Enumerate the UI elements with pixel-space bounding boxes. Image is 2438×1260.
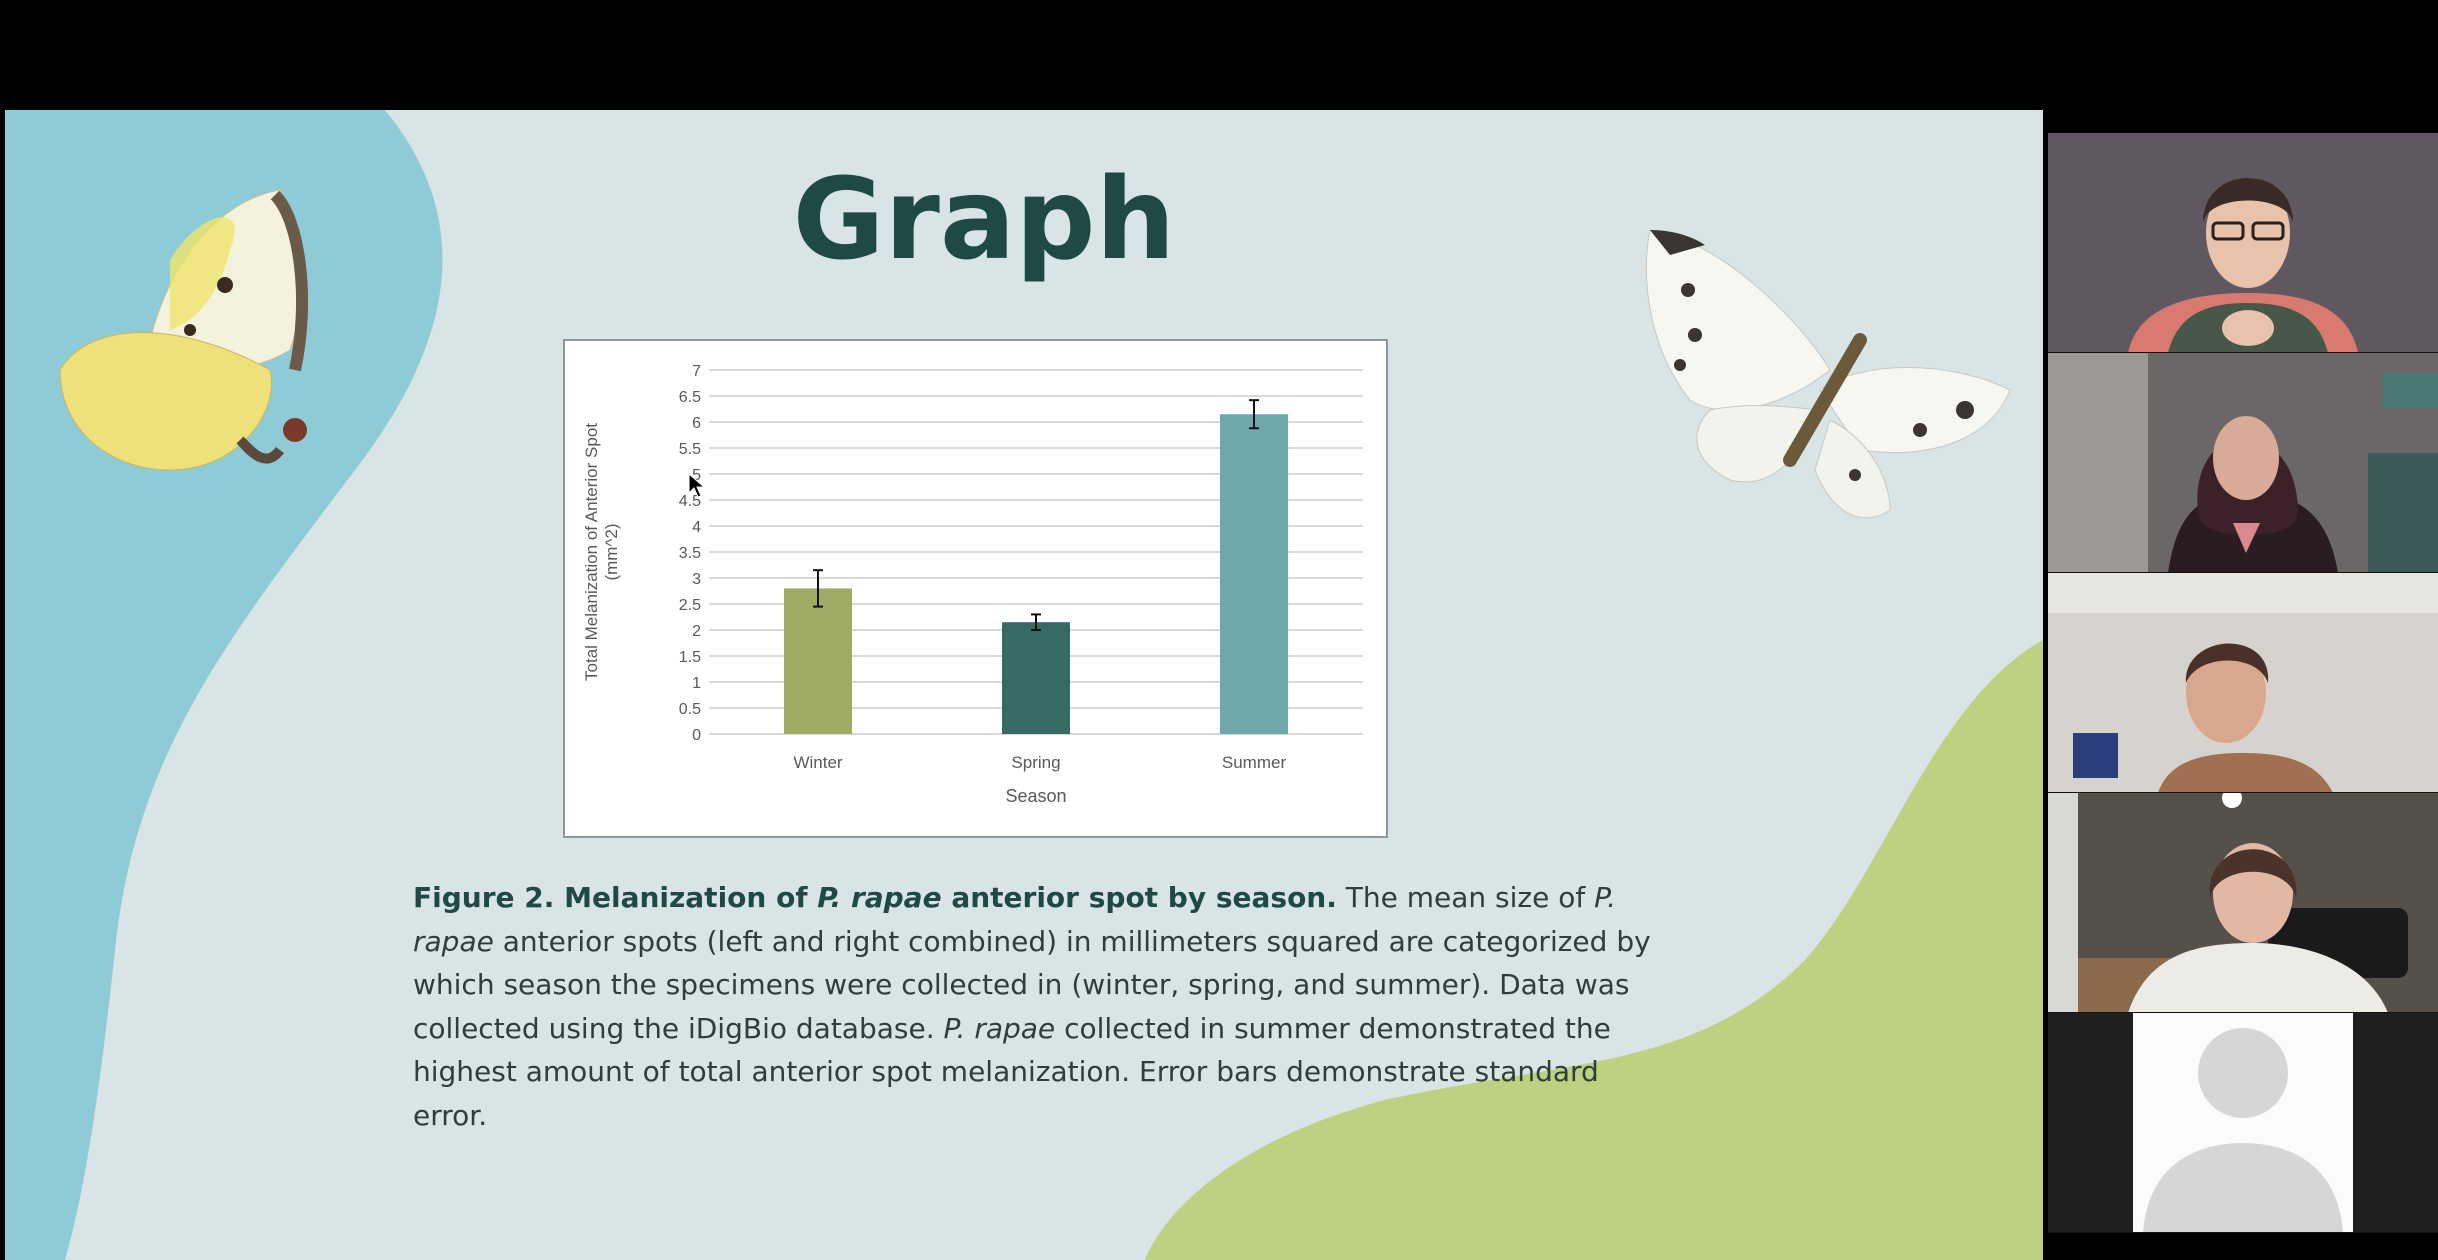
y-axis-title: Total Melanization of Anterior Spot xyxy=(582,423,601,681)
mouse-cursor-icon xyxy=(688,473,706,498)
slide-title: Graph xyxy=(792,155,1176,285)
participant-video-panel xyxy=(2048,133,2438,1233)
y-tick-label: 2 xyxy=(692,623,701,640)
participant-video-tile[interactable] xyxy=(2048,573,2438,793)
y-tick-label: 1.5 xyxy=(679,649,701,666)
chart-svg: 0 0.5 1 1.5 2 2.5 3 3.5 4 4.5 5 5.5 6 6.5 7 Winter Sprin… xyxy=(582,363,1363,806)
y-axis-title: (mm^2) xyxy=(602,523,621,580)
webcam-feed xyxy=(2048,133,2438,352)
caption-lead: Figure 2. Melanization of xyxy=(413,881,818,914)
avatar-placeholder xyxy=(2048,1013,2438,1232)
webcam-feed xyxy=(2048,353,2438,572)
participant-video-tile[interactable] xyxy=(2048,793,2438,1013)
webcam-feed xyxy=(2048,793,2438,1012)
presentation-slide: Graph 0 0.5 1 1.5 2 2.5 3 3.5 4 4.5 5 5.5 6 6.5 7 Winte… xyxy=(5,110,2043,1260)
x-tick-label: Summer xyxy=(1222,753,1287,772)
caption-text: The mean size of xyxy=(1336,881,1595,914)
caption-lead-tail: anterior spot by season. xyxy=(941,881,1337,914)
y-tick-label: 0 xyxy=(692,727,701,744)
x-tick-label: Spring xyxy=(1011,753,1060,772)
bar-summer xyxy=(1220,414,1288,734)
x-axis-title: Season xyxy=(1005,786,1066,806)
caption-species: P. rapae xyxy=(943,1011,1056,1045)
y-tick-label: 5 xyxy=(692,467,701,484)
x-tick-label: Winter xyxy=(793,753,842,772)
caption-text: collected in summer demonstrated the hig… xyxy=(413,1011,1611,1132)
avatar-head-icon xyxy=(2198,1028,2288,1118)
y-tick-label: 2.5 xyxy=(679,597,701,614)
bar-winter xyxy=(784,588,852,734)
caption-text: anterior spots (left and right combined)… xyxy=(413,924,1651,1045)
y-tick-label: 5.5 xyxy=(679,441,701,458)
y-tick-label: 0.5 xyxy=(679,701,701,718)
caption-species: P. rapae xyxy=(817,881,942,914)
top-black-bar xyxy=(0,0,2438,110)
y-tick-label: 1 xyxy=(692,675,701,692)
avatar-body-icon xyxy=(2143,1143,2343,1232)
participant-video-tile[interactable] xyxy=(2048,353,2438,573)
y-tick-label: 6.5 xyxy=(679,389,701,406)
caption-species: P. rapae xyxy=(413,881,1617,958)
white-butterfly-image xyxy=(1645,229,2011,519)
bar-chart: 0 0.5 1 1.5 2 2.5 3 3.5 4 4.5 5 5.5 6 6.5 7 Winter Sprin… xyxy=(563,339,1388,838)
green-blob xyxy=(1145,640,2043,1260)
bar-spring xyxy=(1002,622,1070,734)
participant-avatar-tile[interactable] xyxy=(2048,1013,2438,1233)
y-tick-label: 4.5 xyxy=(679,493,701,510)
figure-caption: Figure 2. Melanization of P. rapae anter… xyxy=(413,876,1653,1137)
y-tick-label: 3.5 xyxy=(679,545,701,562)
y-tick-label: 7 xyxy=(692,363,701,380)
y-tick-label: 3 xyxy=(692,571,701,588)
participant-video-tile[interactable] xyxy=(2048,133,2438,353)
yellow-butterfly-image xyxy=(59,189,308,471)
y-tick-label: 6 xyxy=(692,415,701,432)
webcam-feed xyxy=(2048,573,2438,792)
y-tick-label: 4 xyxy=(692,519,701,536)
